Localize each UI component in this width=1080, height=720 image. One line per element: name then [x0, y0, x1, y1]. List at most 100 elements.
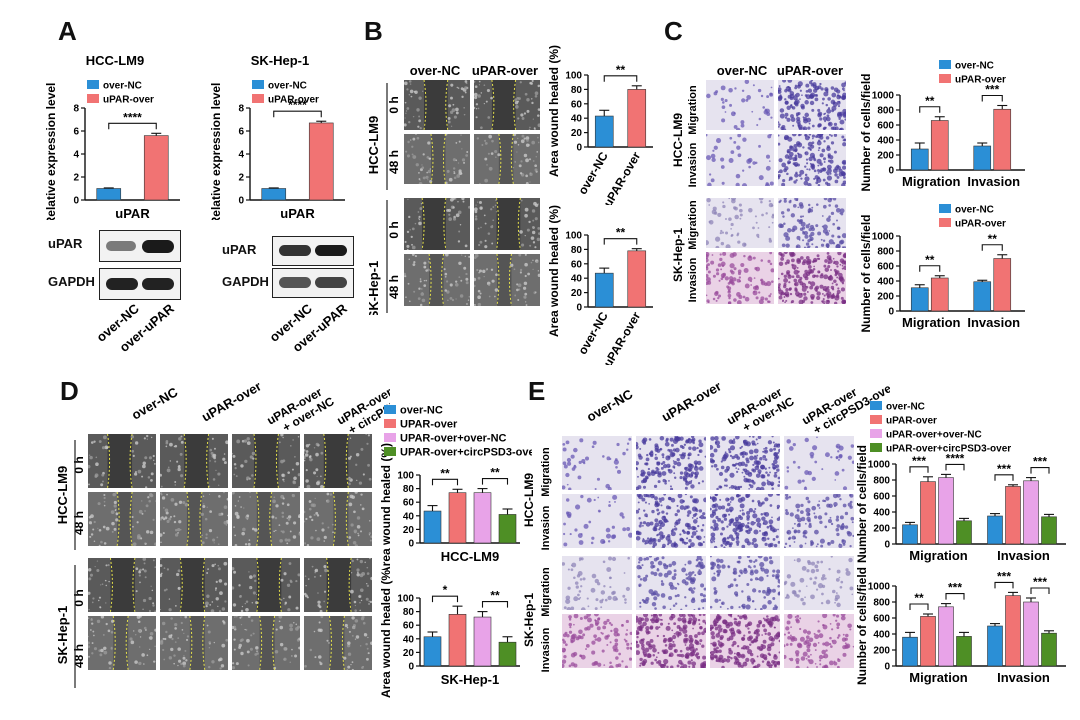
y-tick-label: 0 — [888, 307, 894, 318]
significance-label: *** — [985, 83, 999, 97]
y-tick-label: 400 — [873, 508, 890, 519]
blot-band — [279, 245, 311, 256]
transwell-image — [778, 252, 846, 304]
wound-image — [232, 492, 300, 546]
micrograph-texture — [304, 616, 372, 670]
legend-swatch — [939, 60, 951, 69]
wound-image — [88, 492, 156, 546]
legend-label: uPAR-over — [268, 95, 319, 106]
cell-label: HCC-LM9 — [366, 116, 381, 175]
col-label: uPAR-over — [199, 378, 264, 424]
y-tick-label: 60 — [403, 621, 415, 632]
legend-swatch — [939, 204, 951, 213]
legend-swatch — [252, 94, 264, 103]
transwell-image — [706, 80, 774, 130]
transwell-image — [562, 614, 632, 668]
blot-band — [106, 278, 138, 290]
micrograph-texture — [474, 198, 540, 250]
y-tick-label: 8 — [73, 104, 79, 115]
transwell-image — [784, 494, 854, 548]
row-label: Migration — [687, 85, 699, 135]
blot-label-gapdh-left: GAPDH — [48, 274, 95, 289]
transwell-image — [710, 556, 780, 610]
wound-image — [404, 254, 470, 306]
y-tick-label: 600 — [877, 262, 894, 273]
micrograph-texture — [778, 134, 846, 186]
bar — [973, 281, 992, 312]
chart-d1: 0 20 40 60 80 100 Area wound healed (%) over-NC… — [379, 405, 532, 571]
y-tick-label: 0 — [884, 662, 890, 673]
micrograph-texture — [88, 616, 156, 670]
col-label: over-NC — [717, 63, 768, 78]
panel-b-labels: over-NC uPAR-over HCC-LM9 SK-Hep-1 0 h 4… — [366, 63, 538, 315]
bar — [930, 120, 949, 171]
time-label: 0 h — [72, 456, 86, 473]
y-tick-label: 4 — [238, 150, 244, 161]
time-label: 48 h — [72, 511, 86, 535]
bar — [627, 89, 647, 148]
legend-label: uPAR-over — [103, 95, 154, 106]
y-tick-label: 800 — [873, 598, 890, 609]
panel-letter-c: C — [664, 16, 683, 46]
blot-band — [142, 278, 174, 290]
significance-label: ** — [988, 232, 998, 246]
significance-label: *** — [912, 454, 926, 468]
y-tick-label: 20 — [403, 648, 415, 659]
micrograph-texture — [160, 558, 228, 612]
bar — [594, 272, 614, 308]
micrograph-texture — [784, 556, 854, 610]
panel-letter-b: B — [364, 16, 383, 46]
bar — [594, 115, 614, 148]
wound-image — [474, 254, 540, 306]
legend-label: over-NC — [886, 402, 925, 413]
y-tick-label: 0 — [73, 196, 79, 207]
bar — [498, 514, 517, 544]
y-tick-label: 1000 — [868, 582, 891, 593]
significance-label: *** — [1033, 575, 1047, 589]
wound-image — [232, 616, 300, 670]
bar — [902, 524, 918, 545]
wound-image — [304, 616, 372, 670]
bar — [498, 641, 517, 667]
bar — [473, 492, 492, 544]
significance-label: *** — [1033, 455, 1047, 469]
cell-label: SK-Hep-1 — [55, 606, 70, 665]
y-axis-label: Number of cells/field — [859, 73, 873, 191]
transwell-image — [706, 252, 774, 304]
y-tick-label: 60 — [403, 498, 415, 509]
row-label: Migration — [540, 447, 552, 497]
bar — [956, 636, 972, 667]
col-label: over-NC — [584, 386, 636, 425]
y-tick-label: 2 — [73, 173, 79, 184]
legend-label: uPAR-over — [886, 416, 937, 427]
time-label: 0 h — [72, 589, 86, 606]
significance-label: ** — [440, 466, 450, 480]
significance-bracket — [481, 601, 509, 608]
wound-image — [404, 80, 470, 130]
bar — [308, 122, 334, 201]
micrograph-texture — [404, 134, 470, 184]
legend-swatch — [384, 433, 396, 442]
bar — [448, 614, 467, 667]
y-tick-label: 400 — [873, 630, 890, 641]
micrograph-texture — [778, 80, 846, 130]
x-tick-label: Migration — [909, 670, 968, 685]
wound-image — [404, 198, 470, 250]
y-tick-label: 100 — [565, 71, 582, 82]
bar — [423, 510, 442, 544]
bar — [910, 287, 929, 312]
cell-label: SK-Hep-1 — [366, 261, 381, 315]
micrograph-texture — [562, 436, 632, 490]
y-axis-label: Number of cells/field — [855, 567, 869, 685]
y-axis-label: Area wound healed (%) — [379, 443, 393, 570]
significance-bracket — [919, 106, 941, 113]
row-label: Invasion — [540, 627, 552, 672]
x-tick-label: Invasion — [967, 174, 1020, 189]
blot-band — [315, 245, 347, 256]
wound-image — [474, 134, 540, 184]
micrograph-texture — [160, 492, 228, 546]
bar — [627, 250, 647, 308]
row-label: Invasion — [540, 505, 552, 550]
bar — [1005, 486, 1021, 545]
